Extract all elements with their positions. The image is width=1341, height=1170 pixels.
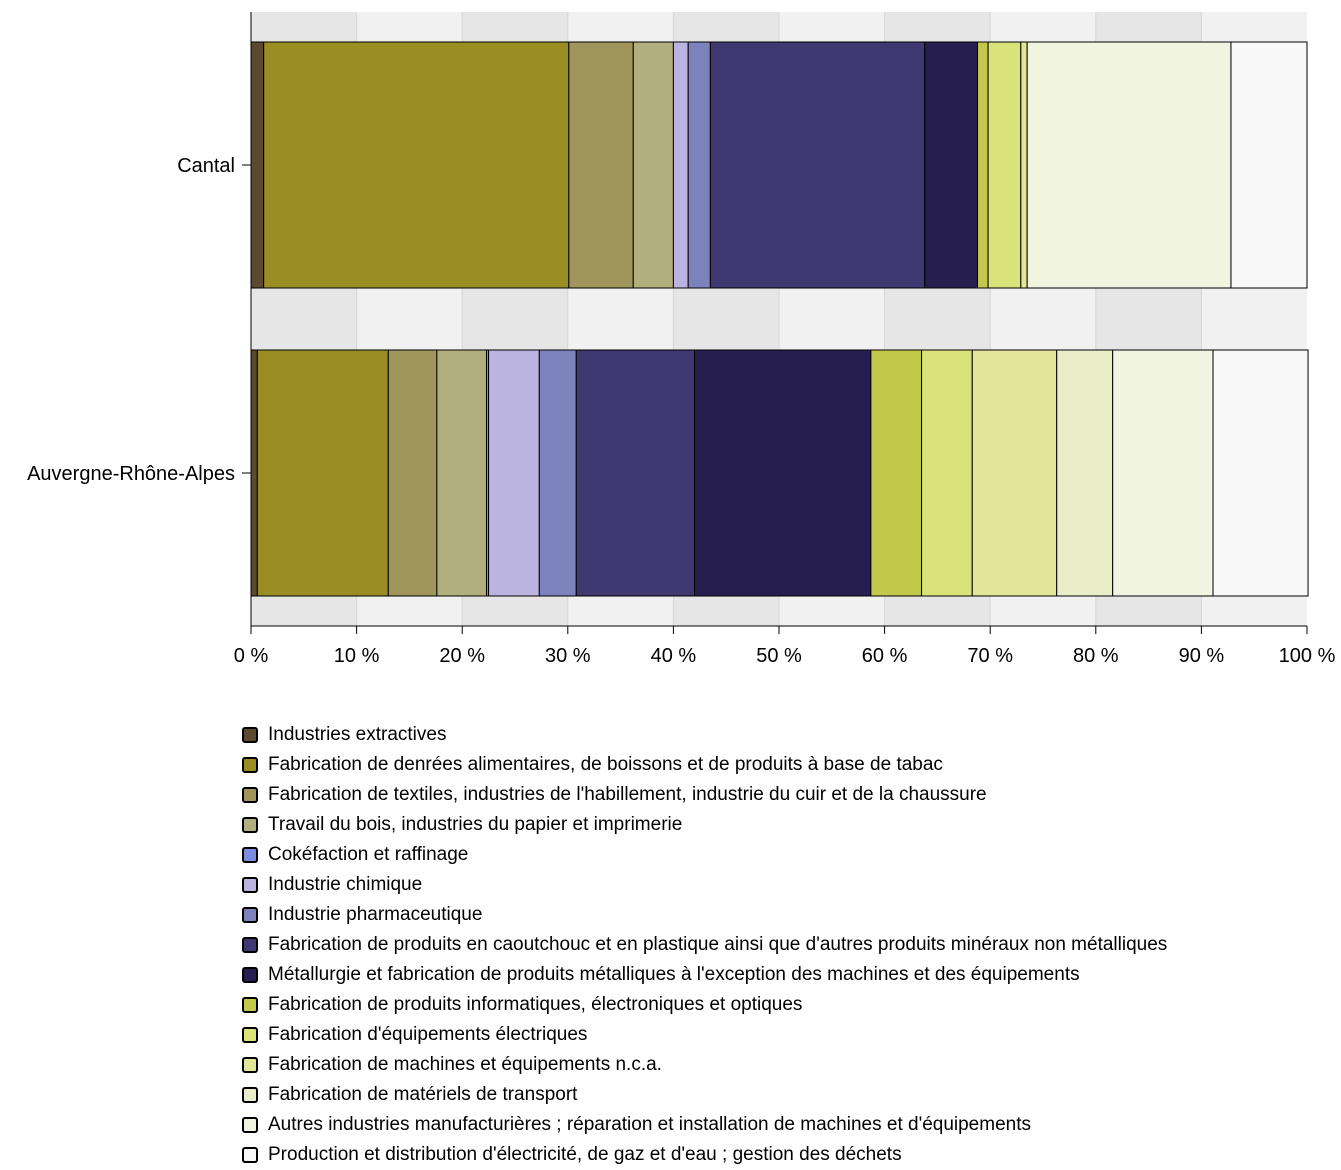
legend-swatch [242, 967, 258, 983]
bar-segment [488, 349, 540, 597]
legend-item: Industrie pharmaceutique [242, 900, 1167, 930]
legend-item: Fabrication de matériels de transport [242, 1080, 1167, 1110]
x-tick-label: 40 % [651, 645, 697, 667]
legend-item: Production et distribution d'électricité… [242, 1140, 1167, 1170]
stacked-bar-chart: Cantal Auvergne-Rhône-Alpes 0 % 10 % 20 % 30… [27, 12, 1336, 667]
bar-segment [256, 349, 389, 597]
bar-segment [924, 41, 979, 289]
legend-item: Fabrication de produits en caoutchouc et… [242, 930, 1167, 960]
legend-label: Fabrication de produits informatiques, é… [268, 994, 803, 1015]
legend-swatch [242, 877, 258, 893]
bar-segment [709, 41, 926, 289]
legend-item: Fabrication de textiles, industries de l… [242, 780, 1167, 810]
x-axis: 0 % 10 % 20 % 30 % 40 % 50 % 60 % 70 % 80 % 90 % 1… [234, 625, 1336, 667]
legend-label: Industries extractives [268, 724, 447, 745]
legend-label: Industrie chimique [268, 874, 423, 895]
bar-segment [921, 349, 973, 597]
x-tick-label: 80 % [1073, 645, 1119, 667]
bar-segment [436, 349, 487, 597]
legend-label: Fabrication de produits en caoutchouc et… [268, 934, 1168, 955]
bar-segment [1230, 41, 1308, 289]
bar-segment [694, 349, 872, 597]
bar-segment [263, 41, 570, 289]
legend-item: Autres industries manufacturières ; répa… [242, 1110, 1167, 1140]
category-label: Auvergne-Rhône-Alpes [27, 463, 235, 485]
legend-item: Fabrication de denrées alimentaires, de … [242, 750, 1167, 780]
legend-swatch [242, 1147, 258, 1163]
legend-label: Fabrication de matériels de transport [268, 1084, 578, 1105]
x-tick-label: 0 % [234, 645, 269, 667]
legend-label: Production et distribution d'électricité… [268, 1144, 902, 1165]
bar-segment [672, 41, 689, 289]
x-tick-label: 70 % [967, 645, 1013, 667]
bar-segment [987, 41, 1022, 289]
category-label: Cantal [177, 155, 235, 177]
legend-label: Autres industries manufacturières ; répa… [268, 1114, 1031, 1135]
x-tick-label: 90 % [1179, 645, 1225, 667]
x-tick-label: 20 % [439, 645, 485, 667]
bar-segment [538, 349, 577, 597]
bar-segment [250, 41, 265, 289]
x-tick-label: 100 % [1279, 645, 1336, 667]
legend-swatch [242, 817, 258, 833]
legend-label: Fabrication de denrées alimentaires, de … [268, 754, 943, 775]
legend-label: Travail du bois, industries du papier et… [268, 814, 683, 835]
legend-item: Industries extractives [242, 720, 1167, 750]
legend-item: Fabrication de machines et équipements n… [242, 1050, 1167, 1080]
bar-segment [870, 349, 923, 597]
legend-swatch [242, 1117, 258, 1133]
legend-item: Métallurgie et fabrication de produits m… [242, 960, 1167, 990]
x-tick-label: 60 % [862, 645, 908, 667]
bar-segment [387, 349, 438, 597]
legend-swatch [242, 787, 258, 803]
bar-segment [687, 41, 711, 289]
legend-swatch [242, 1057, 258, 1073]
legend-swatch [242, 1027, 258, 1043]
legend-label: Fabrication de machines et équipements n… [268, 1054, 662, 1075]
bar-segment [632, 41, 674, 289]
bar-segment [250, 349, 258, 597]
legend-label: Industrie pharmaceutique [268, 904, 483, 925]
legend-label: Fabrication d'équipements électriques [268, 1024, 588, 1045]
bar-segment [568, 41, 634, 289]
bar-segment [971, 349, 1058, 597]
x-tick-label: 10 % [334, 645, 380, 667]
legend-swatch [242, 727, 258, 743]
bar-segments [250, 41, 1309, 597]
x-tick-label: 50 % [756, 645, 802, 667]
legend-swatch [242, 757, 258, 773]
bar-segment [1212, 349, 1309, 597]
legend-item: Fabrication d'équipements électriques [242, 1020, 1167, 1050]
legend-swatch [242, 907, 258, 923]
bar-segment [1112, 349, 1214, 597]
legend-label: Fabrication de textiles, industries de l… [268, 784, 987, 805]
bar-segment [1020, 41, 1028, 289]
bar-segment [977, 41, 989, 289]
legend-item: Cokéfaction et raffinage [242, 840, 1167, 870]
legend-item: Fabrication de produits informatiques, é… [242, 990, 1167, 1020]
legend-label: Métallurgie et fabrication de produits m… [268, 964, 1080, 985]
bar-segment [1056, 349, 1114, 597]
legend-swatch [242, 937, 258, 953]
bar-segment [1026, 41, 1232, 289]
legend-item: Industrie chimique [242, 870, 1167, 900]
legend-swatch [242, 1087, 258, 1103]
legend-item: Travail du bois, industries du papier et… [242, 810, 1167, 840]
legend-swatch [242, 997, 258, 1013]
legend-label: Cokéfaction et raffinage [268, 844, 469, 865]
y-category-labels: Cantal Auvergne-Rhône-Alpes [27, 12, 252, 626]
bar-segment [575, 349, 696, 597]
legend-swatch [242, 847, 258, 863]
x-tick-label: 30 % [545, 645, 591, 667]
legend: Industries extractives Fabrication de den… [242, 720, 1167, 1170]
